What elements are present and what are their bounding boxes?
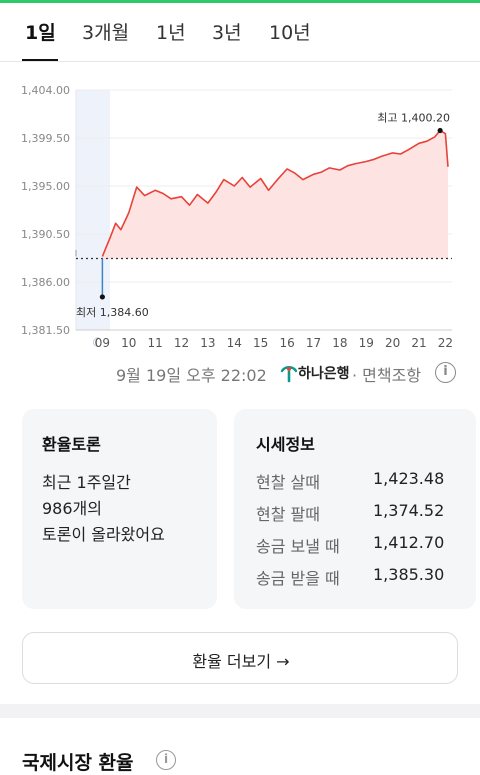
- forum-title: 환율토론: [42, 435, 101, 454]
- tab-10-years[interactable]: 10년: [269, 22, 311, 44]
- x-tick-label: 17: [306, 336, 321, 350]
- y-tick-label: 1,395.00: [21, 180, 70, 193]
- disclaimer-link[interactable]: · 면책조항: [352, 366, 422, 385]
- market-info-card: 시세정보 현찰 살때 1,423.48 현찰 팔때 1,374.52 송금 보낼…: [234, 409, 476, 609]
- forum-text-line: 986개의: [42, 499, 102, 518]
- forum-text-line: 토론이 올라왔어요: [42, 525, 165, 544]
- x-tick-label: 21: [411, 336, 426, 350]
- bank-name: 하나은행: [298, 366, 350, 382]
- x-tick-label: 11: [148, 336, 163, 350]
- min-label: 최저 1,384.60: [76, 306, 149, 319]
- quote-datetime: 9월 19일 오후 22:02: [116, 366, 267, 385]
- x-tick-label: 16: [279, 336, 294, 350]
- y-tick-label: 1,381.50: [21, 324, 70, 337]
- international-market-title: 국제시장 환율: [22, 752, 134, 774]
- x-tick-label: 20: [385, 336, 400, 350]
- section-separator: [0, 704, 480, 718]
- moon-icon: ☾: [92, 336, 104, 351]
- info-icon[interactable]: i: [435, 362, 456, 383]
- x-tick-label: 13: [200, 336, 215, 350]
- top-accent-line: [0, 0, 480, 3]
- y-tick-label: 1,404.00: [21, 84, 70, 97]
- night-hours-zone: [76, 90, 110, 330]
- y-tick-label: 1,386.00: [21, 276, 70, 289]
- x-tick-label: 09: [95, 336, 110, 350]
- chart-caption: 9월 19일 오후 22:02 하나은행 · 면책조항 i: [0, 360, 480, 386]
- x-tick-label: 22: [438, 336, 453, 350]
- y-tick-label: 1,390.50: [21, 228, 70, 241]
- section-info-icon[interactable]: i: [156, 750, 176, 770]
- tab-3-months[interactable]: 3개월: [82, 22, 130, 44]
- remit-receive-label: 송금 받을 때: [256, 569, 340, 588]
- cash-buy-value: 1,423.48: [373, 469, 445, 488]
- min-point: [99, 294, 105, 300]
- tab-1-day[interactable]: 1일: [25, 22, 56, 44]
- cash-buy-label: 현찰 살때: [256, 473, 320, 492]
- max-point: [437, 127, 443, 134]
- remit-send-label: 송금 보낼 때: [256, 537, 340, 556]
- more-exchange-rates-button[interactable]: 환율 더보기 →: [22, 632, 458, 684]
- x-tick-label: 10: [121, 336, 136, 350]
- x-tick-label: 15: [253, 336, 268, 350]
- x-tick-label: 19: [359, 336, 374, 350]
- series-line: [101, 129, 449, 257]
- tab-1-year[interactable]: 1년: [156, 22, 186, 44]
- exchange-rate-chart[interactable]: 1,404.00 1,399.50 1,395.00 1,390.50 1,386.00…: [0, 62, 480, 357]
- active-tab-indicator: [22, 59, 58, 61]
- forum-text-line: 최근 1주일간: [42, 473, 131, 492]
- more-button-label: 환율 더보기 →: [192, 652, 290, 671]
- market-info-title: 시세정보: [256, 435, 315, 454]
- cash-sell-value: 1,374.52: [373, 501, 445, 520]
- remit-receive-value: 1,385.30: [373, 565, 445, 584]
- hana-bank-logo-icon: [280, 366, 298, 383]
- max-label: 최고 1,400.20: [377, 112, 450, 125]
- x-tick-label: 18: [332, 336, 347, 350]
- cash-sell-label: 현찰 팔때: [256, 505, 320, 524]
- x-tick-label: 12: [174, 336, 189, 350]
- area-fill: [102, 130, 449, 259]
- remit-send-value: 1,412.70: [373, 533, 445, 552]
- period-tabs: 1일 3개월 1년 3년 10년: [0, 14, 480, 62]
- tab-3-years[interactable]: 3년: [212, 22, 242, 44]
- forum-card[interactable]: 환율토론 최근 1주일간 986개의 토론이 올라왔어요: [22, 409, 217, 609]
- x-tick-label: 14: [227, 336, 242, 350]
- y-tick-label: 1,399.50: [21, 132, 70, 145]
- tabs-divider: [0, 61, 480, 62]
